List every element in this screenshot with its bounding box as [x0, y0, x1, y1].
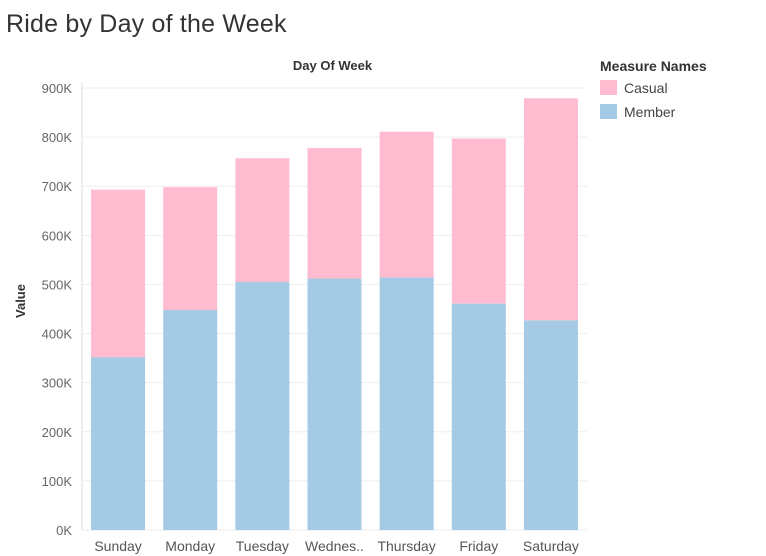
y-tick-label: 700K [42, 179, 73, 194]
bar-member[interactable] [451, 303, 506, 530]
bar-member[interactable] [307, 278, 362, 530]
bar-casual[interactable] [163, 187, 218, 310]
bar-casual[interactable] [91, 189, 146, 358]
x-category-label: Tuesday [236, 538, 289, 554]
bar-casual[interactable] [451, 138, 506, 304]
bar-casual[interactable] [379, 131, 434, 278]
bar-member[interactable] [235, 281, 290, 530]
legend-label-casual[interactable]: Casual [624, 80, 668, 96]
bar-member[interactable] [379, 277, 434, 530]
x-axis-title: Day Of Week [293, 58, 373, 73]
y-tick-label: 100K [42, 474, 73, 489]
x-category-label: Thursday [377, 538, 435, 554]
y-tick-label: 900K [42, 81, 73, 96]
legend-label-member[interactable]: Member [624, 104, 676, 120]
legend-title: Measure Names [600, 58, 707, 74]
y-tick-label: 200K [42, 425, 73, 440]
x-category-label: Saturday [523, 538, 579, 554]
chart-title: Ride by Day of the Week [6, 10, 287, 38]
bar-member[interactable] [91, 357, 146, 530]
y-tick-label: 600K [42, 228, 73, 243]
bar-casual[interactable] [307, 147, 362, 279]
x-category-label: Monday [165, 538, 215, 554]
x-category-label: Sunday [94, 538, 141, 554]
x-category-label: Wednes.. [305, 538, 364, 554]
legend-swatch-member[interactable] [600, 104, 617, 119]
bar-member[interactable] [163, 309, 218, 530]
bar-member[interactable] [523, 320, 578, 530]
y-tick-label: 0K [56, 523, 72, 538]
y-tick-label: 300K [42, 376, 73, 391]
bar-casual[interactable] [235, 158, 290, 282]
bar-casual[interactable] [523, 98, 578, 321]
y-axis-title: Value [13, 284, 28, 318]
y-tick-label: 400K [42, 327, 73, 342]
y-tick-label: 800K [42, 130, 73, 145]
x-category-label: Friday [459, 538, 498, 554]
y-tick-label: 500K [42, 277, 73, 292]
legend-swatch-casual[interactable] [600, 80, 617, 95]
